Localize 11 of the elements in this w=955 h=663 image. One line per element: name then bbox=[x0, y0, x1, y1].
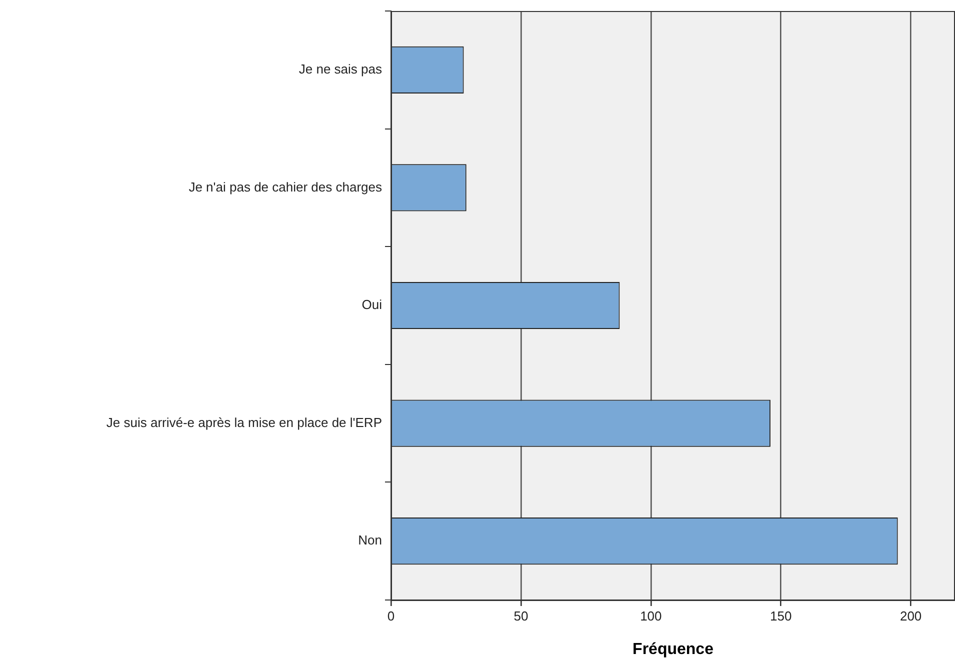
x-tick-label: 200 bbox=[900, 608, 922, 624]
x-tick-label: 50 bbox=[514, 608, 528, 624]
x-axis-title: Fréquence bbox=[632, 640, 714, 658]
y-tick-label: Je suis arrivé-e après la mise en place de l'ERP bbox=[106, 414, 382, 430]
x-tick-label: 0 bbox=[387, 608, 395, 624]
x-tick-label: 100 bbox=[640, 608, 662, 624]
y-tick-label: Je ne sais pas bbox=[298, 61, 382, 76]
y-tick-label: Oui bbox=[362, 297, 382, 312]
y-tick-label: Non bbox=[358, 532, 382, 548]
x-tick-label: 150 bbox=[770, 608, 792, 624]
y-tick-label: Je n'ai pas de cahier des charges bbox=[188, 179, 382, 194]
